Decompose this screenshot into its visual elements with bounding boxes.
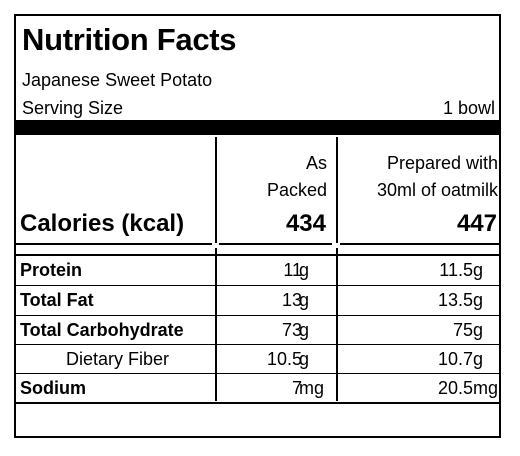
nutrient-as-packed-unit: g <box>299 260 310 280</box>
nutrient-row-dietary-fiber: Dietary Fiber 10.5 g 10.7 g <box>16 345 499 374</box>
row-divider <box>16 373 499 374</box>
product-name: Japanese Sweet Potato <box>22 70 213 90</box>
column-divider <box>215 137 217 243</box>
nutrient-name: Dietary Fiber <box>66 349 170 369</box>
serving-size-label: Serving Size <box>22 98 124 118</box>
nutrient-as-packed-value: 13 <box>281 290 302 310</box>
nutrient-prepared-unit: g <box>473 260 484 280</box>
nutrient-as-packed-unit: g <box>299 349 310 369</box>
column-header-prepared: Prepared with 30ml of oatmilk <box>376 153 498 200</box>
nutrient-prepared-unit: g <box>473 290 484 310</box>
label-title: Nutrition Facts <box>22 22 237 57</box>
column-divider <box>336 137 338 243</box>
serving-size-value: 1 bowl <box>442 98 495 118</box>
column-header-as-packed: As Packed <box>266 153 327 200</box>
calories-label: Calories (kcal) <box>20 210 185 237</box>
row-divider <box>16 254 499 256</box>
calories-prepared: 447 <box>456 210 497 237</box>
calories-underline <box>219 243 332 245</box>
calories-underline <box>340 243 499 245</box>
calories-as-packed: 434 <box>285 210 326 237</box>
nutrient-row-protein: Protein 11 g 11.5 g <box>16 256 499 285</box>
nutrient-as-packed-value: 73 <box>281 320 302 340</box>
nutrient-as-packed-value: 7 <box>291 378 302 398</box>
nutrient-row-total-fat: Total Fat 13 g 13.5 g <box>16 286 499 315</box>
nutrient-as-packed-unit: g <box>299 290 310 310</box>
nutrient-prepared-unit: g <box>473 349 484 369</box>
thick-divider <box>16 120 499 135</box>
nutrient-prepared-value: 20.5 <box>437 378 473 398</box>
nutrient-name: Total Fat <box>20 290 94 310</box>
row-divider <box>16 315 499 316</box>
column-divider <box>215 248 217 401</box>
column-divider <box>336 248 338 401</box>
nutrient-prepared-unit: g <box>473 320 484 340</box>
nutrient-row-total-carbohydrate: Total Carbohydrate 73 g 75 g <box>16 316 499 345</box>
nutrient-prepared-unit: mg <box>473 378 499 398</box>
row-divider <box>16 402 499 404</box>
nutrient-prepared-value: 11.5 <box>439 260 473 280</box>
nutrient-row-sodium: Sodium 7 mg 20.5 mg <box>16 374 499 403</box>
nutrient-as-packed-value: 10.5 <box>266 349 302 369</box>
row-divider <box>16 344 499 345</box>
nutrition-facts-label: Nutrition Facts Japanese Sweet Potato Se… <box>14 14 501 438</box>
nutrient-name: Sodium <box>20 378 86 398</box>
nutrient-prepared-value: 10.7 <box>437 349 473 369</box>
nutrient-prepared-value: 13.5 <box>437 290 473 310</box>
calories-underline <box>16 243 212 245</box>
nutrient-as-packed-value: 11 <box>283 260 302 280</box>
nutrient-as-packed-unit: g <box>299 320 310 340</box>
nutrient-name: Total Carbohydrate <box>20 320 184 340</box>
row-divider <box>16 285 499 286</box>
nutrient-prepared-value: 75 <box>452 320 473 340</box>
nutrient-as-packed-unit: mg <box>299 378 325 398</box>
nutrient-name: Protein <box>20 260 83 280</box>
